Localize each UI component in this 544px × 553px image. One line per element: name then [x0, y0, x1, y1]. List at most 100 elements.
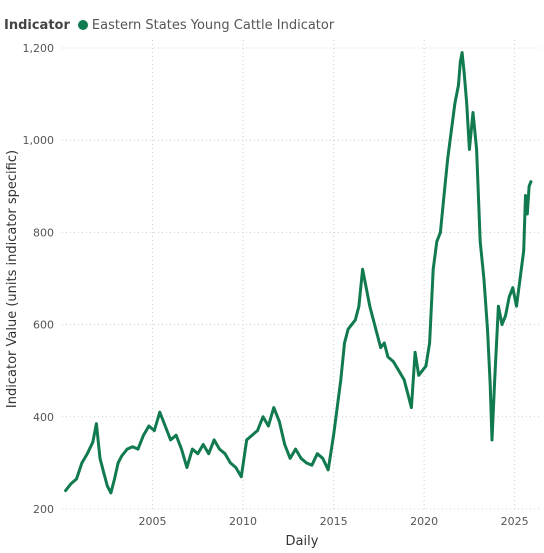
data-point[interactable] — [64, 489, 67, 492]
data-point[interactable] — [131, 445, 134, 449]
data-point[interactable] — [102, 470, 105, 474]
data-point[interactable] — [174, 433, 178, 437]
data-point[interactable] — [343, 341, 346, 345]
data-point[interactable] — [277, 420, 281, 423]
data-point[interactable] — [256, 429, 259, 432]
data-point[interactable] — [69, 482, 73, 485]
data-point[interactable] — [524, 194, 527, 197]
data-point[interactable] — [488, 383, 492, 386]
data-point[interactable] — [321, 456, 325, 460]
data-point[interactable] — [229, 461, 232, 465]
data-point[interactable] — [116, 461, 120, 465]
data-point[interactable] — [486, 327, 489, 331]
data-point[interactable] — [299, 456, 303, 460]
data-point[interactable] — [294, 447, 297, 451]
data-point[interactable] — [346, 327, 350, 331]
data-point[interactable] — [80, 461, 84, 465]
data-point[interactable] — [446, 157, 449, 160]
data-point[interactable] — [435, 240, 439, 243]
data-point[interactable] — [239, 475, 243, 479]
data-point[interactable] — [245, 438, 248, 442]
data-point[interactable] — [357, 304, 361, 308]
data-point[interactable] — [493, 378, 497, 382]
data-point[interactable] — [201, 443, 205, 446]
data-point[interactable] — [283, 443, 287, 446]
data-point[interactable] — [529, 180, 533, 183]
data-point[interactable] — [527, 185, 531, 188]
data-point[interactable] — [410, 406, 413, 409]
data-point[interactable] — [526, 212, 529, 216]
data-point[interactable] — [105, 484, 109, 488]
data-point[interactable] — [460, 51, 464, 54]
data-point[interactable] — [169, 438, 172, 442]
data-point[interactable] — [272, 406, 276, 409]
data-point[interactable] — [449, 129, 453, 133]
data-point[interactable] — [397, 369, 401, 373]
data-point[interactable] — [413, 350, 417, 354]
data-point[interactable] — [482, 277, 486, 280]
data-point[interactable] — [428, 341, 431, 345]
data-point[interactable] — [158, 410, 162, 414]
data-point[interactable] — [453, 102, 457, 105]
data-point[interactable] — [522, 249, 526, 253]
data-point[interactable] — [136, 447, 140, 451]
data-point[interactable] — [364, 286, 368, 290]
data-point[interactable] — [310, 463, 314, 467]
data-point[interactable] — [332, 433, 335, 437]
data-point[interactable] — [223, 452, 227, 455]
data-point[interactable] — [497, 304, 500, 308]
data-point[interactable] — [185, 466, 189, 469]
data-point[interactable] — [439, 231, 442, 234]
data-point[interactable] — [288, 456, 292, 460]
data-point[interactable] — [424, 364, 428, 368]
data-point[interactable] — [354, 318, 357, 322]
data-point[interactable] — [218, 447, 221, 451]
data-point[interactable] — [431, 267, 435, 271]
data-point[interactable] — [475, 148, 478, 151]
data-point[interactable] — [406, 392, 410, 396]
data-point[interactable] — [372, 318, 375, 322]
data-point[interactable] — [95, 422, 98, 426]
data-point[interactable] — [392, 360, 395, 363]
data-point[interactable] — [511, 286, 515, 290]
data-point[interactable] — [91, 440, 95, 444]
data-point[interactable] — [515, 304, 518, 308]
data-point[interactable] — [267, 424, 270, 428]
data-point[interactable] — [459, 60, 462, 64]
data-point[interactable] — [75, 477, 78, 481]
data-point[interactable] — [261, 415, 265, 419]
data-point[interactable] — [417, 374, 420, 377]
legend-series-label[interactable]: Eastern States Young Cattle Indicator — [91, 17, 335, 33]
data-point[interactable] — [465, 102, 468, 105]
data-point[interactable] — [250, 433, 254, 437]
data-point[interactable] — [468, 148, 471, 151]
data-point[interactable] — [207, 452, 210, 455]
data-point[interactable] — [500, 323, 504, 326]
data-point[interactable] — [339, 378, 343, 382]
data-point[interactable] — [350, 323, 353, 326]
data-point[interactable] — [518, 277, 522, 280]
data-point[interactable] — [462, 69, 466, 73]
data-point[interactable] — [163, 424, 167, 428]
data-point[interactable] — [98, 456, 102, 460]
data-point[interactable] — [212, 438, 216, 442]
data-point[interactable] — [421, 369, 424, 373]
data-point[interactable] — [191, 447, 194, 451]
data-point[interactable] — [142, 433, 145, 437]
data-point[interactable] — [125, 447, 129, 451]
data-point[interactable] — [326, 468, 330, 472]
data-point[interactable] — [180, 447, 183, 451]
data-point[interactable] — [382, 341, 386, 345]
data-point[interactable] — [120, 454, 124, 458]
data-point[interactable] — [386, 355, 390, 359]
data-point[interactable] — [147, 424, 151, 428]
data-point[interactable] — [457, 83, 460, 87]
data-point[interactable] — [86, 452, 89, 455]
data-point[interactable] — [113, 477, 116, 481]
data-point[interactable] — [305, 461, 308, 465]
data-point[interactable] — [315, 452, 319, 455]
data-point[interactable] — [402, 378, 406, 382]
data-point[interactable] — [368, 304, 372, 308]
data-point[interactable] — [471, 111, 475, 114]
series-line[interactable] — [64, 51, 533, 495]
